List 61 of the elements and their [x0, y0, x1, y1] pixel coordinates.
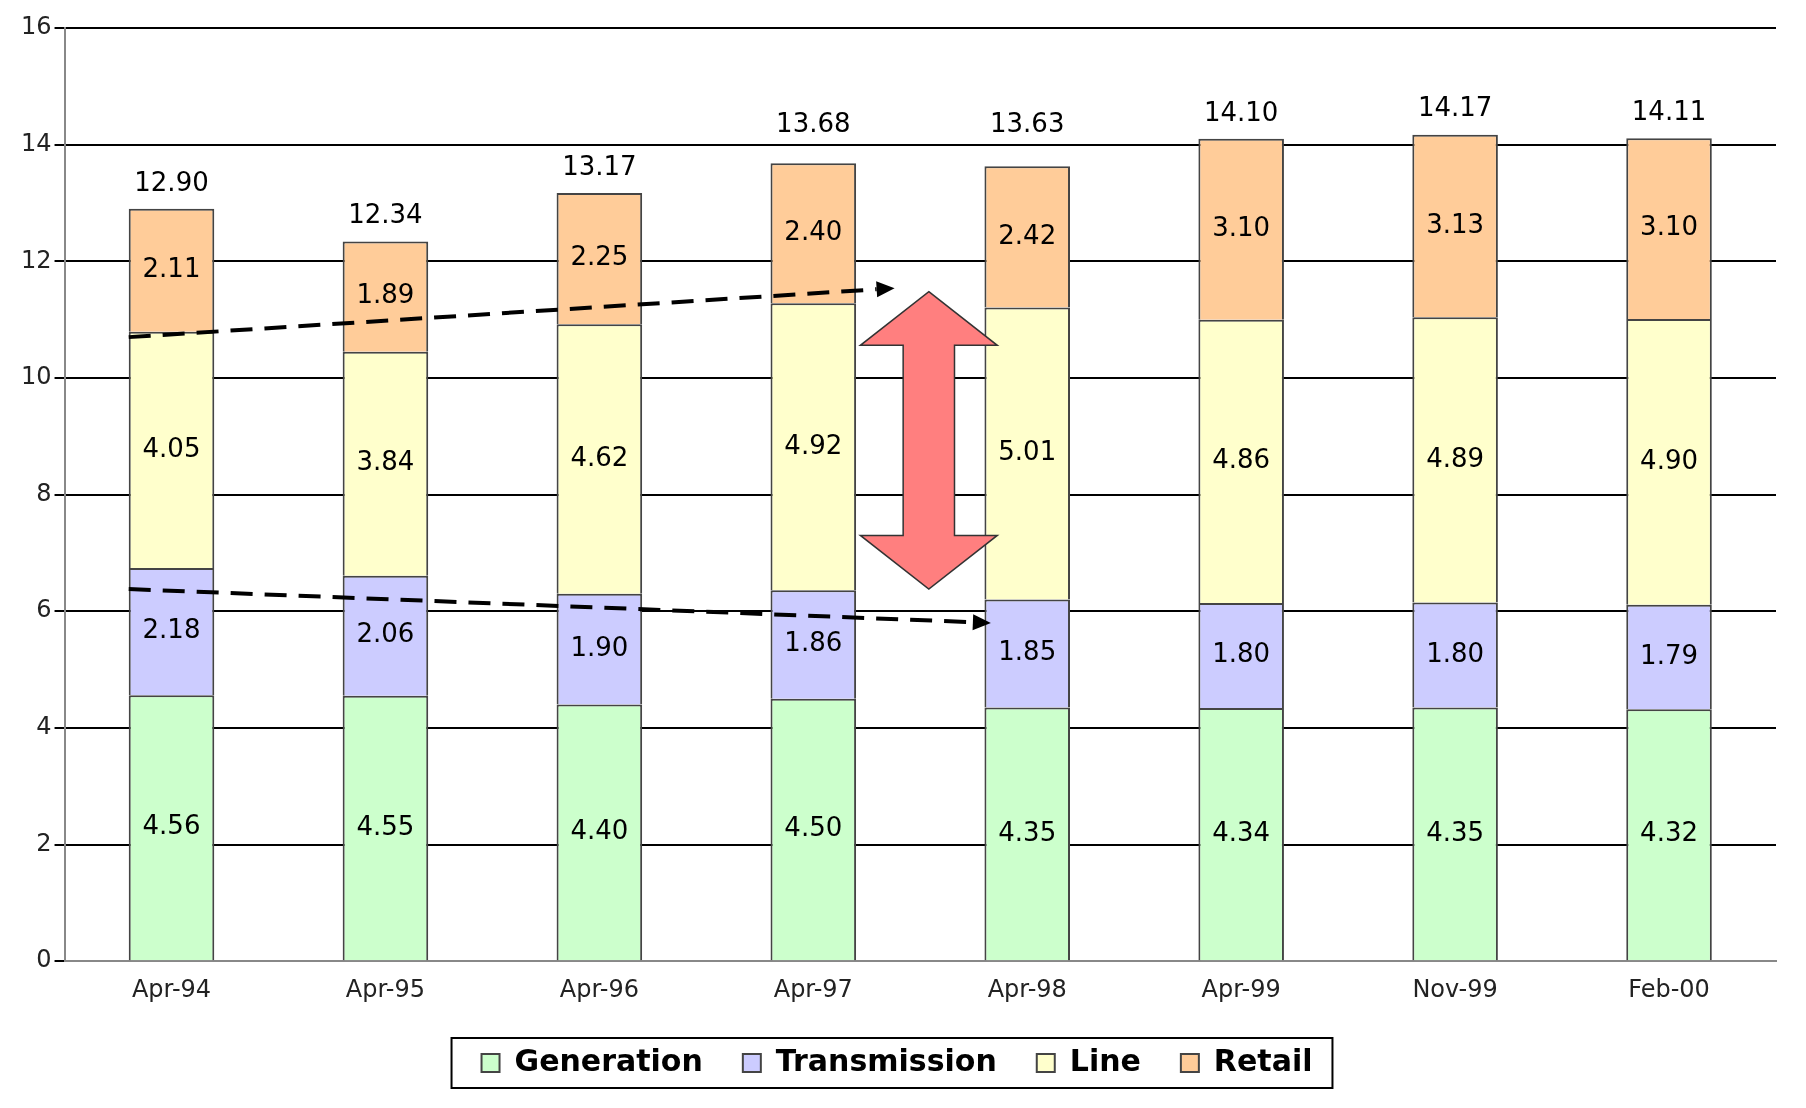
- data-label: 2.06: [356, 618, 415, 649]
- data-label: 4.35: [998, 816, 1057, 847]
- data-label: 1.80: [1426, 637, 1485, 668]
- data-label: 4.90: [1640, 444, 1698, 475]
- data-label: 1.90: [570, 631, 629, 662]
- data-label: 4.56: [142, 810, 201, 841]
- y-tick-label: 14: [20, 128, 52, 157]
- data-label: 2.18: [142, 614, 201, 645]
- data-label: 1.80: [1212, 638, 1271, 669]
- data-label: 2.42: [998, 219, 1057, 250]
- data-label: 4.55: [356, 810, 415, 841]
- x-tick-label: Apr-95: [345, 974, 426, 1003]
- data-label: 4.62: [570, 441, 629, 472]
- y-tick-label: 16: [20, 12, 52, 41]
- total-label: 13.63: [990, 108, 1065, 139]
- x-tick-label: Apr-97: [773, 974, 853, 1003]
- data-label: 1.85: [998, 636, 1057, 667]
- data-label: 4.35: [1426, 816, 1485, 847]
- data-label: 4.40: [570, 815, 629, 846]
- total-label: 13.17: [562, 150, 637, 181]
- data-label: 4.86: [1212, 444, 1271, 475]
- total-label: 14.17: [1417, 92, 1493, 123]
- y-tick-label: 6: [36, 595, 52, 624]
- x-tick-label: Apr-94: [131, 974, 212, 1003]
- y-tick-label: 0: [36, 945, 52, 974]
- y-tick-label: 12: [20, 245, 52, 274]
- x-tick-label: Apr-99: [1201, 974, 1281, 1003]
- legend-label: Retail: [1213, 1042, 1313, 1078]
- total-label: 14.11: [1631, 95, 1707, 126]
- data-label: 2.40: [784, 216, 843, 247]
- data-label: 2.11: [142, 253, 201, 284]
- y-tick-label: 2: [36, 828, 52, 857]
- data-label: 1.89: [356, 279, 415, 310]
- x-tick-label: Apr-96: [559, 974, 639, 1003]
- total-label: 14.10: [1203, 96, 1279, 127]
- data-label: 1.79: [1640, 639, 1698, 670]
- legend-label: Line: [1069, 1042, 1141, 1078]
- x-tick-label: Feb-00: [1628, 974, 1710, 1003]
- data-label: 4.92: [784, 429, 843, 460]
- data-label: 5.01: [998, 436, 1057, 467]
- data-label: 3.84: [356, 446, 415, 477]
- total-label: 12.34: [348, 199, 423, 230]
- data-label: 4.32: [1640, 817, 1698, 848]
- data-label: 4.05: [142, 432, 201, 463]
- total-label: 12.90: [134, 166, 209, 197]
- y-tick-label: 4: [36, 712, 52, 741]
- data-label: 2.25: [570, 241, 629, 272]
- data-label: 3.10: [1640, 211, 1698, 242]
- x-tick-label: Apr-98: [987, 974, 1067, 1003]
- total-label: 13.68: [776, 108, 851, 139]
- data-label: 4.50: [784, 812, 843, 843]
- y-tick-label: 10: [20, 362, 52, 391]
- data-label: 4.89: [1426, 442, 1485, 473]
- y-tick-label: 8: [36, 478, 52, 507]
- legend-label: Generation: [514, 1042, 703, 1078]
- data-label: 3.10: [1212, 211, 1271, 242]
- x-tick-label: Nov-99: [1412, 974, 1498, 1003]
- data-label: 3.13: [1426, 208, 1485, 239]
- legend-label: Transmission: [775, 1042, 997, 1078]
- data-label: 4.34: [1212, 816, 1271, 847]
- data-label: 1.86: [784, 627, 843, 658]
